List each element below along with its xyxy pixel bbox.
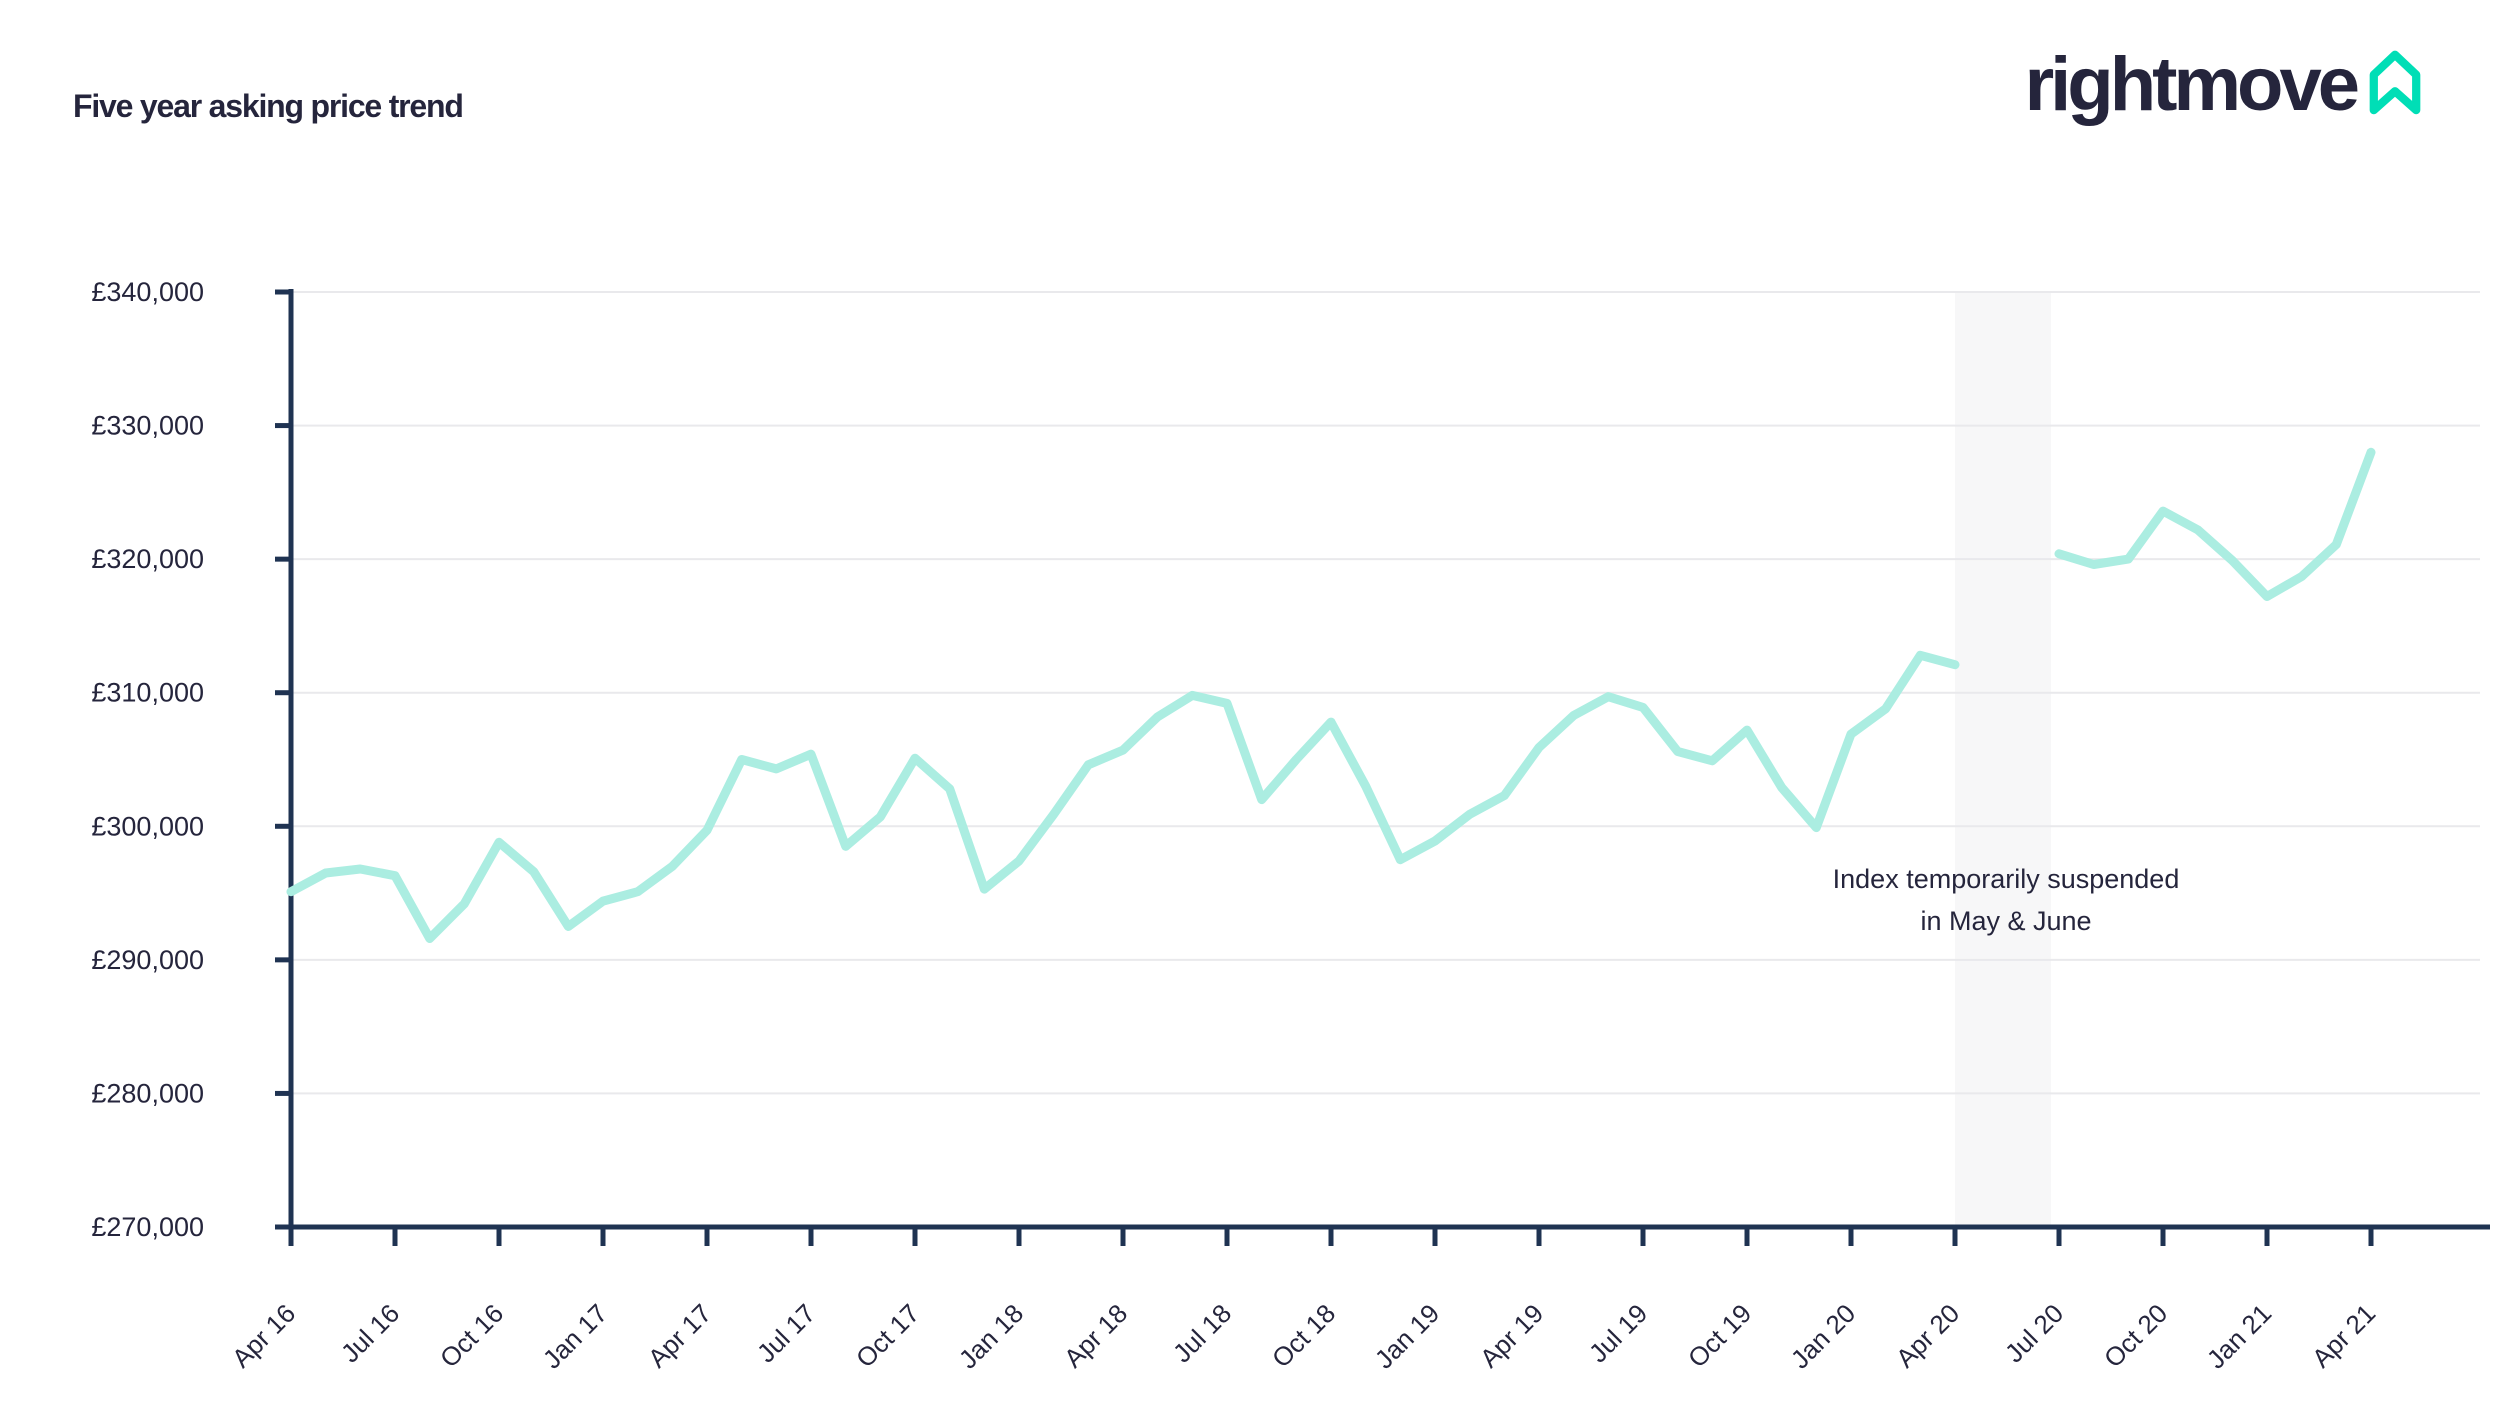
- x-tick-label: Oct 19: [1682, 1298, 1757, 1373]
- x-tick-label: Apr 19: [1474, 1298, 1549, 1373]
- page-title: Five year asking price trend: [73, 88, 464, 124]
- x-tick-label: Oct 17: [850, 1298, 925, 1373]
- x-tick-label: Apr 18: [1058, 1298, 1133, 1373]
- x-tick-label: Jul 16: [335, 1298, 405, 1368]
- y-tick-label: £340,000: [91, 277, 204, 307]
- x-tick-label: Apr 17: [642, 1298, 717, 1373]
- y-tick-label: £320,000: [91, 544, 204, 574]
- x-tick-label: Apr 20: [1890, 1298, 1965, 1373]
- x-tick-label: Jul 17: [751, 1298, 821, 1368]
- x-tick-label: Jan 20: [1785, 1298, 1861, 1374]
- y-tick-label: £290,000: [91, 945, 204, 975]
- y-tick-label: £330,000: [91, 411, 204, 441]
- x-tick-label: Oct 16: [434, 1298, 509, 1373]
- annotation-line1: Index temporarily suspended: [1833, 864, 2180, 894]
- x-tick-label: Apr 21: [2306, 1298, 2381, 1373]
- rightmove-logo-text: rightmove: [2024, 41, 2360, 127]
- x-tick-label: Jul 18: [1167, 1298, 1237, 1368]
- x-tick-label: Jan 21: [2201, 1298, 2277, 1374]
- y-tick-label: £310,000: [91, 678, 204, 708]
- price-trend-line: [286, 650, 1960, 943]
- x-tick-label: Jul 20: [1999, 1298, 2069, 1368]
- price-trend-line: [2054, 447, 2376, 601]
- rightmove-house-icon: [2369, 50, 2421, 115]
- x-tick-label: Jan 18: [953, 1298, 1029, 1374]
- y-tick-label: £300,000: [91, 811, 204, 841]
- x-tick-label: Apr 16: [226, 1298, 301, 1373]
- x-tick-label: Jan 17: [537, 1298, 613, 1374]
- y-tick-label: £280,000: [91, 1078, 204, 1108]
- x-tick-label: Jul 19: [1583, 1298, 1653, 1368]
- suspension-band: [1955, 292, 2051, 1227]
- rightmove-logo: rightmove: [2024, 41, 2424, 127]
- y-tick-label: £270,000: [91, 1212, 204, 1242]
- x-tick-label: Oct 18: [1266, 1298, 1341, 1373]
- x-tick-label: Jan 19: [1369, 1298, 1445, 1374]
- x-tick-label: Oct 20: [2098, 1298, 2173, 1373]
- annotation-line2: in May & June: [1920, 906, 2091, 936]
